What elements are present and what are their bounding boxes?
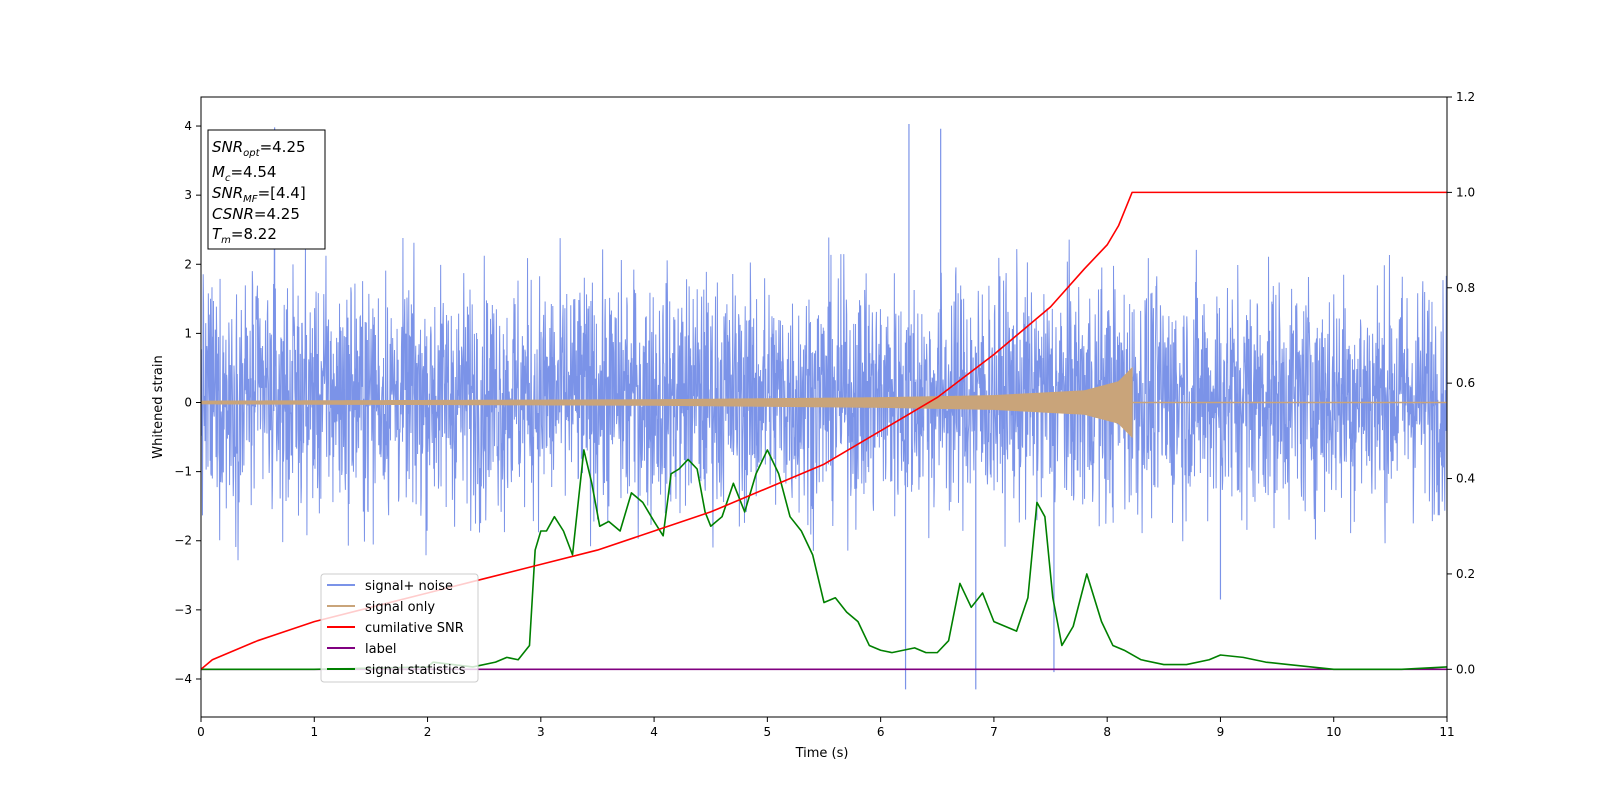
y-tick-label: 3 [184, 188, 192, 202]
y2-tick-label: 0.2 [1456, 567, 1475, 581]
y-tick-label: −2 [174, 534, 192, 548]
series-signal-plus-noise [201, 237, 1447, 561]
plot-frame [200, 96, 1448, 718]
y2-tick-label: 1.2 [1456, 90, 1475, 104]
x-tick-label: 0 [197, 725, 205, 739]
x-tick-label: 9 [1217, 725, 1225, 739]
x-tick-label: 3 [537, 725, 545, 739]
legend: signal+ noise signal only cumilative SNR la… [320, 573, 479, 683]
x-tick-label: 2 [424, 725, 432, 739]
y2-tick-label: 0.8 [1456, 281, 1475, 295]
y-tick-label: −1 [174, 465, 192, 479]
x-tick-label: 10 [1326, 725, 1341, 739]
info-box: SNRopt=4.25 Mc=4.54 SNRMF=[4.4] CSNR=4.2… [207, 129, 326, 250]
x-tick-label: 6 [877, 725, 885, 739]
x-tick-label: 5 [764, 725, 772, 739]
y-axis-left: 4 3 2 1 0 −1 −2 −3 −4 [174, 119, 201, 686]
y-tick-label: 1 [184, 326, 192, 340]
signal-only-series [201, 366, 1447, 439]
info-mc: Mc=4.54 [212, 163, 276, 184]
y-tick-label: 4 [184, 119, 192, 133]
x-tick-label: 11 [1439, 725, 1454, 739]
y2-tick-label: 1.0 [1456, 185, 1475, 199]
info-snr-opt: SNRopt=4.25 [212, 138, 306, 159]
y2-tick-label: 0.4 [1456, 472, 1475, 486]
signal-noise-series [201, 123, 1447, 690]
x-tick-label: 1 [310, 725, 318, 739]
legend-label-signal-only: signal only [365, 600, 435, 615]
x-axis: 0 1 2 3 4 5 6 7 8 9 10 11 [197, 717, 1455, 739]
legend-label-signal-statistics: signal statistics [365, 663, 466, 678]
x-tick-label: 8 [1103, 725, 1111, 739]
info-tm: Tm=8.22 [212, 225, 277, 246]
y-tick-label: −3 [174, 603, 192, 617]
series-signal-only-envelope [201, 366, 1133, 439]
x-tick-label: 4 [650, 725, 658, 739]
y2-tick-label: 0.6 [1456, 376, 1475, 390]
series-signal-statistics [201, 449, 1447, 671]
legend-label-signal-noise: signal+ noise [365, 579, 453, 594]
info-snr-mf: SNRMF=[4.4] [212, 184, 306, 205]
y-axis-right: 1.2 1.0 0.8 0.6 0.4 0.2 0.0 [1447, 90, 1475, 676]
y-tick-label: 0 [184, 396, 192, 410]
x-axis-label: Time (s) [795, 746, 849, 761]
legend-frame [320, 573, 479, 683]
info-csnr: CSNR=4.25 [212, 205, 300, 223]
legend-label-cumilative-snr: cumilative SNR [365, 621, 464, 636]
x-tick-label: 7 [990, 725, 998, 739]
y2-tick-label: 0.0 [1456, 662, 1475, 676]
legend-label-label: label [365, 642, 396, 657]
y-tick-label: −4 [174, 672, 192, 686]
y-tick-label: 2 [184, 257, 192, 271]
info-box-frame [207, 129, 326, 250]
y-axis-label: Whitened strain [151, 355, 166, 458]
